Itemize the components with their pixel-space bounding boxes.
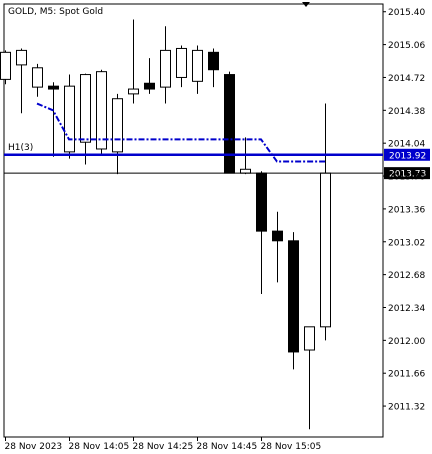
candle-body-up [176, 47, 187, 78]
candle-body-down [272, 230, 283, 242]
price-tick-label: 2015.40 [388, 8, 425, 18]
level-price-tag [384, 148, 430, 161]
indicator-series-line [36, 102, 325, 163]
candle-body-down [144, 82, 155, 90]
candle [320, 103, 331, 341]
candle [96, 69, 107, 155]
candle [64, 74, 75, 159]
candle [256, 171, 267, 294]
chart-frame [3, 3, 384, 438]
candle [192, 45, 203, 94]
price-tick-label: 2015.06 [388, 41, 425, 51]
time-tick-label: 28 Nov 14:45 [197, 442, 258, 452]
candle-body-up [64, 85, 75, 153]
candle-body-down [208, 51, 219, 71]
candle-body-up [96, 71, 107, 150]
indicator-line [36, 102, 325, 163]
candle-body-up [240, 168, 251, 174]
candle-body-up [320, 172, 331, 328]
candle [144, 58, 155, 94]
candle [80, 73, 91, 165]
time-tick-label: 28 Nov 15:05 [261, 442, 322, 452]
time-tick-label: 28 Nov 14:25 [133, 442, 194, 452]
candle-body-up [192, 49, 203, 82]
candle-body-up [304, 326, 315, 351]
candle-body-down [256, 172, 267, 232]
candle-body-down [288, 240, 299, 353]
level-price-tag [384, 167, 430, 180]
time-tick-label: 28 Nov 14:05 [69, 442, 130, 452]
candle [208, 48, 219, 88]
candle [304, 326, 315, 430]
time-tick-label: 28 Nov 2023 [5, 442, 63, 452]
price-tick-label: 2012.00 [388, 337, 425, 347]
price-tick-label: 2012.34 [388, 304, 425, 314]
candles [0, 19, 331, 430]
candle [128, 19, 139, 104]
price-tick-label: 2012.68 [388, 271, 425, 281]
candle [160, 26, 171, 104]
horizontal-levels: H1(3) 2013.92 2013.73 [4, 143, 430, 180]
candle-body-down [48, 85, 59, 90]
candle-body-down [224, 74, 235, 174]
candle-body-up [80, 74, 91, 143]
candle [48, 82, 59, 157]
level-name-label: H1(3) [8, 143, 33, 153]
price-axis: 2015.402015.062014.722014.382014.042013.… [383, 8, 425, 413]
candle [272, 211, 283, 283]
price-tick-label: 2013.70 [388, 173, 425, 183]
chart-title: GOLD, M5: Spot Gold [8, 7, 103, 17]
price-tick-label: 2014.38 [388, 107, 425, 117]
candle [32, 63, 43, 97]
candle-body-up [0, 51, 11, 80]
price-tick-label: 2014.04 [388, 140, 425, 150]
candle [176, 45, 187, 88]
candle-body-up [128, 88, 139, 95]
candle [112, 93, 123, 175]
price-tick-label: 2011.66 [388, 370, 425, 380]
price-tick-label: 2013.02 [388, 238, 425, 248]
level-price-label: 2013.73 [389, 170, 426, 180]
candle [16, 48, 27, 114]
candle-body-up [16, 49, 27, 66]
price-tick-label: 2014.72 [388, 74, 425, 84]
price-tick-label: 2013.36 [388, 205, 425, 215]
time-axis: 28 Nov 2023 28 Nov 14:05 28 Nov 14:25 28 No… [5, 437, 322, 452]
candle [224, 71, 235, 174]
plot-border [3, 3, 384, 438]
shift-marker-icon[interactable] [302, 2, 310, 7]
price-tick-label: 2011.32 [388, 403, 425, 413]
candle-body-up [112, 98, 123, 153]
candle [288, 232, 299, 370]
level-price-label: 2013.92 [389, 151, 426, 161]
candle-body-up [160, 49, 171, 88]
candle [0, 50, 11, 85]
candle-body-up [32, 67, 43, 88]
